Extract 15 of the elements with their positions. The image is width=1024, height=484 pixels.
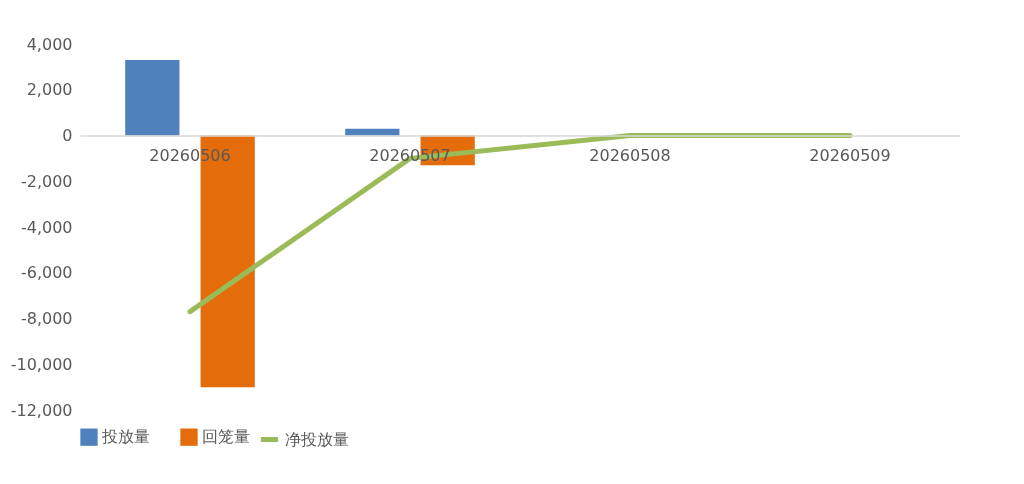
x-tick-label: 20260508 — [589, 146, 671, 165]
y-tick-label: -6,000 — [20, 263, 73, 283]
x-tick-label: 20260509 — [809, 146, 891, 165]
legend-label: 回笼量 — [202, 427, 250, 447]
legend-label: 投放量 — [101, 427, 150, 447]
y-tick-label: -10,000 — [10, 354, 73, 374]
y-tick-label: -4,000 — [20, 217, 73, 237]
y-tick-label: 0 — [62, 126, 73, 145]
bar — [125, 60, 180, 136]
y-tick-label: 2,000 — [26, 80, 73, 100]
legend-label: 净投放量 — [285, 429, 349, 449]
y-tick-label: 4,000 — [26, 34, 73, 54]
y-tick-label: -12,000 — [10, 400, 73, 420]
y-tick-label: -2,000 — [20, 171, 73, 191]
y-tick-label: -8,000 — [20, 309, 73, 328]
